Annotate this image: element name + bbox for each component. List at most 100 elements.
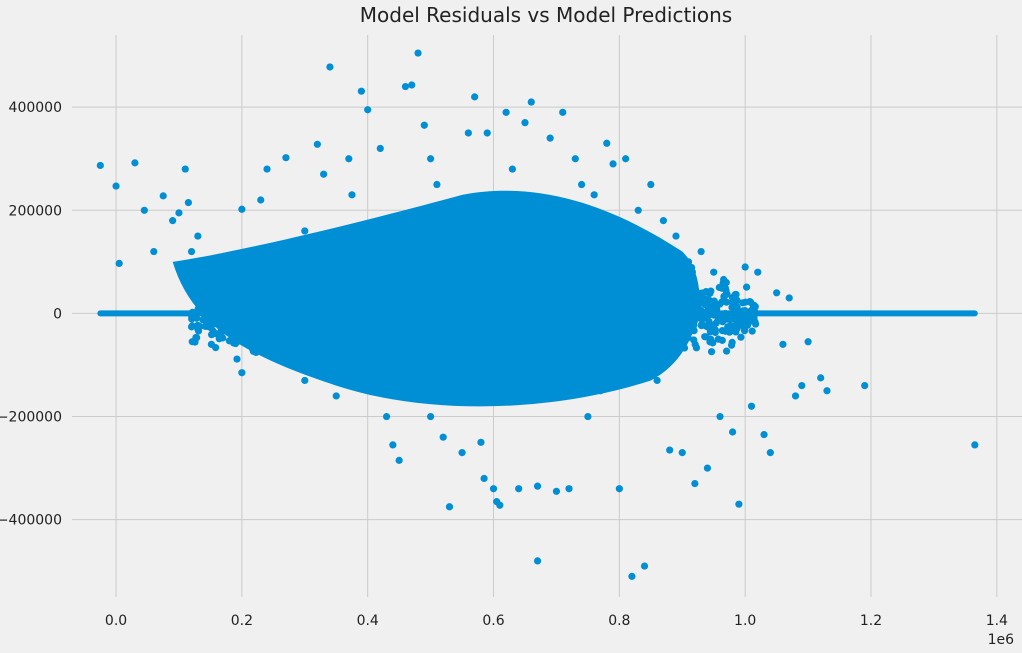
data-point xyxy=(115,259,123,268)
data-point xyxy=(568,342,576,350)
data-point xyxy=(393,353,401,362)
data-point xyxy=(505,301,514,309)
data-point xyxy=(230,339,238,347)
data-point xyxy=(520,359,528,367)
data-point xyxy=(582,330,590,338)
data-point xyxy=(348,276,356,285)
data-point xyxy=(357,87,366,95)
data-point xyxy=(265,259,273,267)
data-point xyxy=(534,227,542,235)
data-point xyxy=(594,255,602,264)
data-point xyxy=(642,255,650,263)
data-point xyxy=(773,289,781,297)
data-point xyxy=(241,328,249,336)
data-point xyxy=(618,358,627,366)
data-point xyxy=(533,306,542,315)
x-tick-label: 1.0 xyxy=(734,613,756,629)
data-point xyxy=(269,293,277,301)
data-point xyxy=(283,330,291,338)
data-point xyxy=(471,93,479,101)
data-point xyxy=(663,270,671,279)
data-point xyxy=(633,348,641,356)
data-point xyxy=(257,276,265,284)
data-point xyxy=(345,342,353,351)
data-point xyxy=(325,325,333,333)
data-point xyxy=(447,354,455,362)
data-point xyxy=(730,300,738,308)
data-point xyxy=(640,292,648,301)
data-point xyxy=(551,304,559,313)
data-point xyxy=(749,302,758,310)
data-point xyxy=(609,320,617,328)
data-point xyxy=(480,295,488,303)
data-point xyxy=(208,309,216,317)
data-point xyxy=(420,121,428,129)
data-point xyxy=(610,276,619,284)
data-point xyxy=(398,268,406,276)
data-point xyxy=(395,456,403,464)
data-point xyxy=(659,217,667,225)
data-point xyxy=(570,299,578,307)
data-point xyxy=(299,313,307,322)
data-point xyxy=(552,487,561,495)
data-point xyxy=(467,387,476,396)
data-point xyxy=(585,319,594,327)
data-point xyxy=(318,338,326,346)
data-point xyxy=(237,274,245,282)
data-point xyxy=(384,289,393,297)
data-point xyxy=(666,446,674,454)
x-tick-label: 1.2 xyxy=(860,613,882,629)
data-point xyxy=(651,329,660,337)
data-point xyxy=(348,191,356,199)
data-point xyxy=(490,248,498,256)
data-point xyxy=(791,392,800,400)
data-point xyxy=(508,263,516,271)
data-point xyxy=(539,323,547,331)
data-point xyxy=(530,262,538,270)
data-point xyxy=(728,428,737,436)
data-point xyxy=(615,485,623,493)
data-point xyxy=(306,318,314,326)
data-point xyxy=(578,180,586,189)
data-point xyxy=(238,299,246,307)
data-point xyxy=(731,313,740,321)
data-point xyxy=(354,292,363,301)
data-point xyxy=(379,275,387,283)
data-point xyxy=(222,317,230,325)
x-axis-ticks: 0.0 0.2 0.4 0.6 0.8 1.0 1.2 1.4 xyxy=(105,613,1008,629)
data-point xyxy=(744,310,752,319)
data-point xyxy=(366,367,374,375)
data-point xyxy=(140,206,148,214)
data-point xyxy=(718,336,726,344)
data-point xyxy=(313,140,321,148)
data-point xyxy=(718,327,726,335)
data-point xyxy=(732,321,740,329)
data-point xyxy=(401,82,410,91)
data-point xyxy=(452,206,460,214)
data-point xyxy=(352,356,361,364)
data-point xyxy=(542,346,550,354)
data-point xyxy=(427,262,435,270)
data-point xyxy=(549,269,557,277)
data-point xyxy=(218,290,226,298)
data-point xyxy=(496,501,504,509)
data-point xyxy=(678,449,686,457)
data-point xyxy=(221,296,229,304)
data-point xyxy=(263,282,271,290)
data-point xyxy=(242,294,250,302)
data-point xyxy=(573,292,581,300)
data-point xyxy=(527,276,535,284)
data-point xyxy=(599,290,607,298)
data-point xyxy=(360,300,368,308)
data-point xyxy=(239,319,248,327)
data-point xyxy=(434,275,442,283)
data-point xyxy=(443,312,451,320)
data-point xyxy=(561,302,570,310)
data-point xyxy=(354,265,362,273)
data-point xyxy=(415,302,423,310)
data-point xyxy=(422,377,430,385)
data-point xyxy=(620,325,628,333)
data-point xyxy=(641,314,650,322)
data-point xyxy=(449,250,457,259)
data-point xyxy=(194,321,202,329)
